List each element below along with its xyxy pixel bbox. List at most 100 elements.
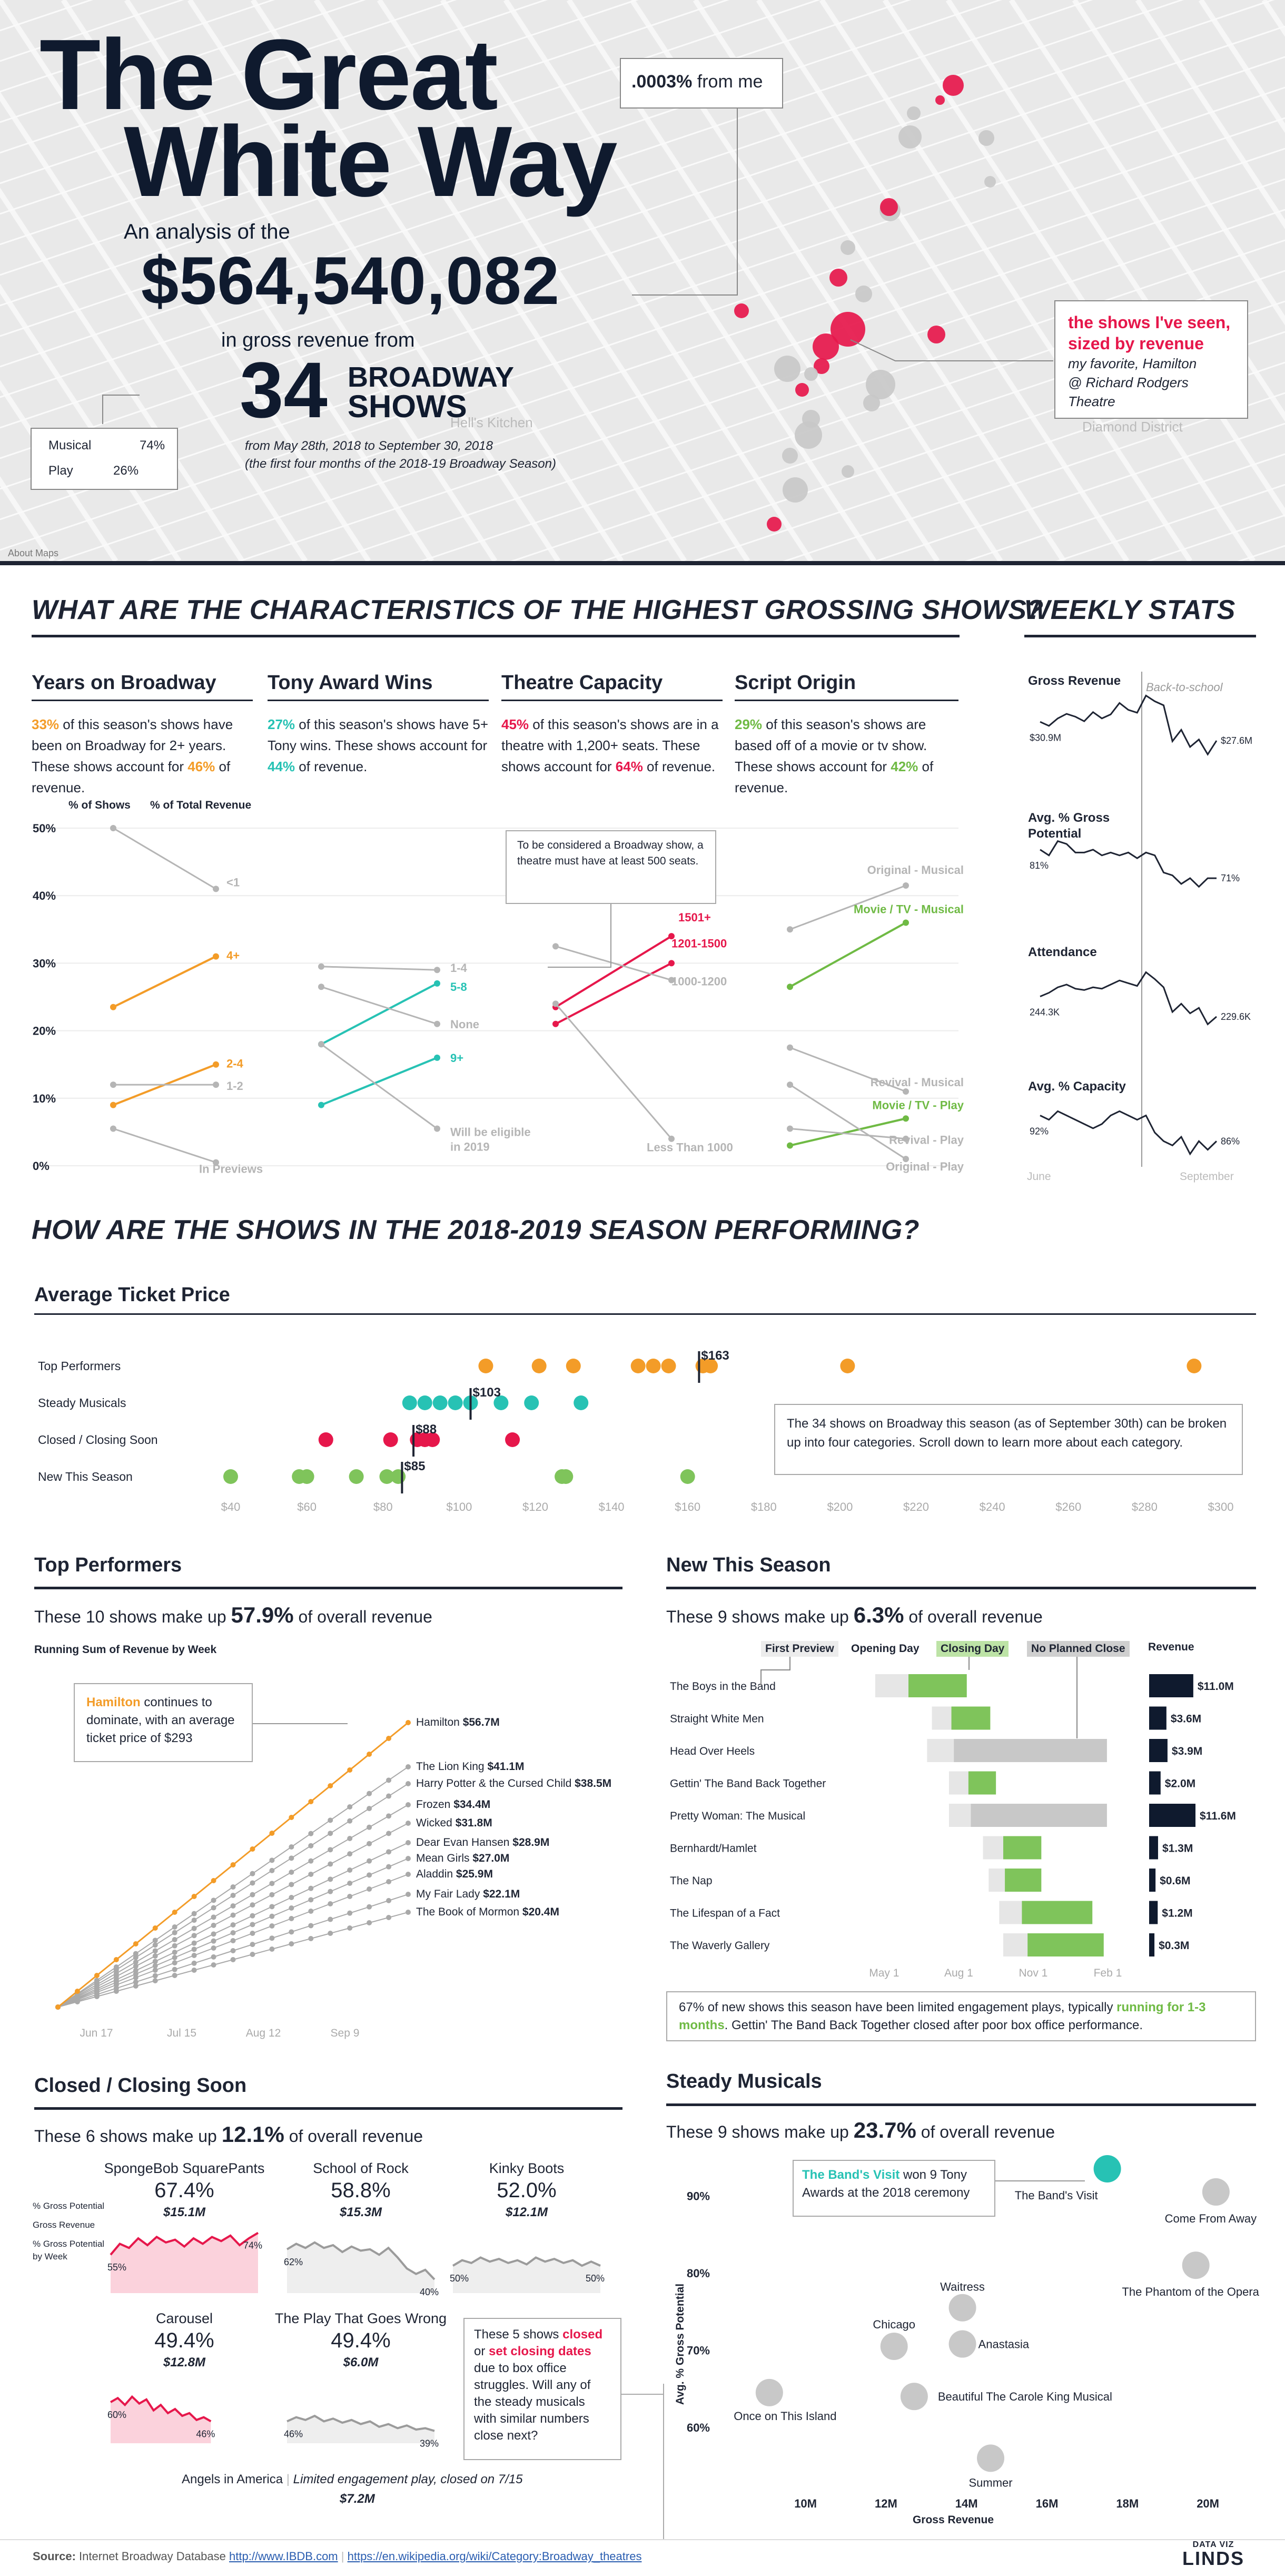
steady-point-the-band-s-visit: The Band's Visit <box>1015 2155 1121 2202</box>
gantt-preview-bar <box>948 1771 968 1795</box>
running-point <box>211 1931 216 1937</box>
running-point <box>347 1881 353 1886</box>
closed-legend: % Gross Potential Gross Revenue % Gross … <box>33 2197 106 2263</box>
new-note-c: . Gettin' The Band Back Together closed … <box>724 2018 1143 2032</box>
footer-source: Source: Internet Broadway Database http:… <box>33 2550 642 2563</box>
running-label: Dear Evan Hansen $28.9M <box>416 1836 549 1849</box>
running-point <box>347 1910 353 1916</box>
running-point <box>347 1894 353 1899</box>
closed-note-a: These 5 shows <box>474 2327 563 2342</box>
running-point <box>230 1957 236 1962</box>
slope-series-1201-1500: 1201-1500 <box>552 937 727 1027</box>
running-point <box>133 1941 139 1946</box>
running-series-harry-potter-the-cursed-child: Harry Potter & the Cursed Child $38.5M <box>55 1777 611 2010</box>
from-me-leader <box>632 105 738 296</box>
running-point <box>172 1910 177 1915</box>
desc-capacity-a: 45% <box>501 716 529 732</box>
map-street <box>873 422 1285 561</box>
title-line-1: The Great <box>39 19 498 131</box>
ibdb-link[interactable]: http://www.IBDB.com <box>229 2550 338 2563</box>
map-street <box>0 117 1285 551</box>
slope-label: 2-4 <box>226 1057 244 1070</box>
shows-word: SHOWS <box>348 389 467 424</box>
closed-summary-a: These 6 shows make up <box>34 2127 222 2146</box>
ticket-row-label: New This Season <box>38 1470 133 1483</box>
slope-line <box>789 884 906 930</box>
brand-logo: DATA VIZ LINDS <box>1182 2540 1244 2568</box>
desc-capacity: 45% of this season's shows are in a thea… <box>501 714 725 777</box>
gantt-row-label: Pretty Woman: The Musical <box>670 1810 805 1822</box>
bands-note-b: won 9 Tony Awards at the 2018 ceremony <box>802 2168 970 2200</box>
closed-panel-revenue: $15.1M <box>163 2205 206 2219</box>
section1-rule <box>32 635 960 637</box>
desc-capacity-b: of this season's shows are in a theatre … <box>501 716 719 774</box>
running-label-name: Frozen <box>416 1798 453 1811</box>
gantt-row-head-over-heels: Head Over Heels $3.9M <box>670 1739 1202 1762</box>
slope-point-revenue <box>213 1081 219 1088</box>
ticket-dot <box>402 1395 417 1410</box>
running-label: Wicked $31.8M <box>416 1817 492 1829</box>
desc-script-c: 42% <box>891 759 918 774</box>
theatre-dot <box>866 370 895 399</box>
closed-panel-school-of-rock: School of Rock 58.8% $15.3M 62% 40% <box>284 2160 439 2297</box>
running-point <box>328 1901 333 1906</box>
steady-summary: These 9 shows make up 23.7% of overall r… <box>666 2118 1055 2143</box>
running-point <box>367 1904 372 1910</box>
slope-label: Less Than 1000 <box>647 1141 733 1154</box>
new-note-b: running for 1-3 months <box>679 2000 1206 2032</box>
slope-point-shows <box>787 1044 793 1051</box>
slope-label: Original - Play <box>886 1160 964 1173</box>
about-maps-link[interactable]: About Maps <box>8 548 59 558</box>
theatre-dot <box>734 303 749 318</box>
running-point <box>386 1831 392 1836</box>
slope-line <box>789 1117 906 1147</box>
top-summary-c: of overall revenue <box>293 1607 432 1626</box>
running-point <box>406 1781 411 1786</box>
play-label: Play <box>48 464 73 478</box>
steady-dot <box>948 2330 976 2358</box>
running-label-value: $28.9M <box>512 1836 549 1849</box>
map-avenue <box>503 0 877 561</box>
running-point <box>94 1973 100 1978</box>
running-x-tick: Aug 12 <box>246 2027 281 2039</box>
map-street <box>0 0 1093 368</box>
theatre-dot <box>795 421 822 449</box>
weekly-start-value: 244.3K <box>1030 1007 1060 1018</box>
theatre-dot <box>804 367 818 381</box>
slope-line <box>321 982 438 1046</box>
running-point <box>191 1933 197 1939</box>
steady-x-tick: 12M <box>875 2497 897 2510</box>
weekly-rule <box>1024 635 1256 637</box>
running-point <box>386 1915 392 1920</box>
ticket-dot <box>703 1359 718 1373</box>
desc-tony-c: 44% <box>268 759 295 774</box>
running-series-hamilton: Hamilton $56.7M <box>55 1716 500 2010</box>
slope-series-2-4: 2-4 <box>110 1057 244 1108</box>
running-label-value: $41.1M <box>487 1761 524 1773</box>
slope-line <box>113 827 216 890</box>
ticket-dot <box>318 1432 333 1447</box>
steady-rule <box>666 2103 1256 2106</box>
wikipedia-link[interactable]: https://en.wikipedia.org/wiki/Category:B… <box>347 2550 642 2563</box>
map-street <box>0 0 275 93</box>
ticket-row-closed-closing-soon: Closed / Closing Soon $88 <box>38 1422 520 1457</box>
gantt-run-bar <box>951 1706 991 1730</box>
closed-panel-line <box>286 2241 436 2280</box>
running-point <box>289 1844 294 1850</box>
running-point <box>308 1831 314 1836</box>
theatre-dot <box>829 269 847 287</box>
slope-line <box>789 1047 906 1093</box>
slope-point-revenue <box>903 1156 909 1163</box>
slope-series-1-4: 1-4 <box>318 961 468 975</box>
running-point <box>269 1946 275 1952</box>
gantt-revenue-label: $1.3M <box>1162 1843 1193 1855</box>
ticket-row-steady-musicals: Steady Musicals $103 <box>38 1385 589 1420</box>
steady-dot-label: The Phantom of the Opera <box>1122 2285 1259 2298</box>
steady-summary-b: 23.7% <box>853 2118 916 2142</box>
gantt-preview-bar <box>999 1901 1022 1924</box>
theatre-dot <box>898 125 922 149</box>
steady-y-tick: 90% <box>687 2189 710 2203</box>
gantt-revenue-label: $11.0M <box>1198 1680 1234 1693</box>
closed-note-e: due to box office struggles. Will any of… <box>474 2361 591 2443</box>
seen-box: the shows I've seen, sized by revenue my… <box>1054 300 1248 419</box>
